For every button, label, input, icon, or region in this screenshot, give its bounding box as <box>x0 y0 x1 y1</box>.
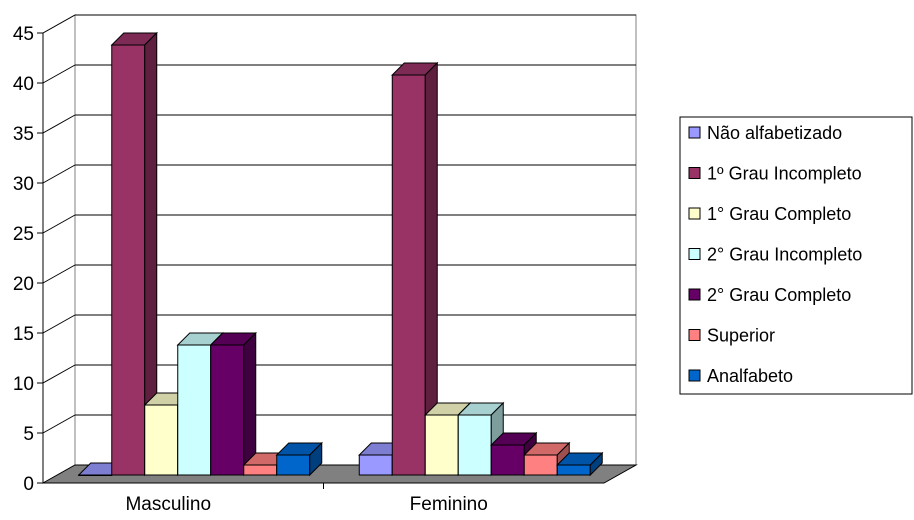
legend-swatch <box>688 126 701 139</box>
y-axis-ticks: 0 5 10 15 20 25 30 35 40 45 <box>13 24 43 495</box>
y-tick-label: 35 <box>13 124 34 145</box>
legend-swatch <box>688 329 701 341</box>
x-category-label: Feminino <box>410 494 488 515</box>
chart-side-wall <box>42 14 76 484</box>
legend-label: Não alfabetizado <box>707 123 842 143</box>
legend-swatch <box>688 369 701 382</box>
legend-swatch <box>688 167 701 179</box>
y-tick-label: 0 <box>23 474 34 495</box>
y-tick-label: 25 <box>13 224 34 245</box>
y-tick-label: 30 <box>13 174 34 195</box>
gridline-side <box>42 364 76 384</box>
gridline-side <box>42 264 76 284</box>
x-category-label: Masculino <box>125 494 211 515</box>
legend-box <box>679 116 913 395</box>
legend-swatch <box>688 207 701 220</box>
gridline-side <box>42 314 76 334</box>
y-tick-label: 45 <box>13 24 34 45</box>
legend-label: Superior <box>707 326 775 346</box>
y-tick-label: 15 <box>13 324 34 345</box>
gridline-side <box>42 114 76 134</box>
y-tick-label: 10 <box>13 374 34 395</box>
gridline-side <box>42 164 76 184</box>
legend-label: Analfabeto <box>707 366 793 386</box>
legend-label: 2° Grau Incompleto <box>707 245 862 265</box>
bar <box>556 451 604 477</box>
legend: Não alfabetizado 1º Grau Incompleto 1° Gra… <box>679 116 913 395</box>
bar <box>275 441 323 477</box>
gridlines <box>42 14 636 434</box>
x-axis-labels: Masculino Feminino <box>125 483 488 515</box>
legend-label: 1º Grau Incompleto <box>707 164 862 184</box>
y-tick-label: 20 <box>13 274 34 295</box>
bar <box>110 31 158 477</box>
gridline-side <box>42 64 76 84</box>
bar <box>391 61 439 477</box>
bars <box>77 31 604 477</box>
legend-label: 1° Grau Completo <box>707 204 851 224</box>
legend-swatch <box>688 288 701 301</box>
gridline-side <box>42 414 76 434</box>
legend-swatch <box>688 248 701 260</box>
gridline-side <box>42 14 76 34</box>
bar <box>209 331 257 477</box>
legend-label: 2° Grau Completo <box>707 285 851 305</box>
gridline-side <box>42 214 76 234</box>
y-tick-label: 40 <box>13 74 34 95</box>
y-tick-label: 5 <box>23 424 34 445</box>
